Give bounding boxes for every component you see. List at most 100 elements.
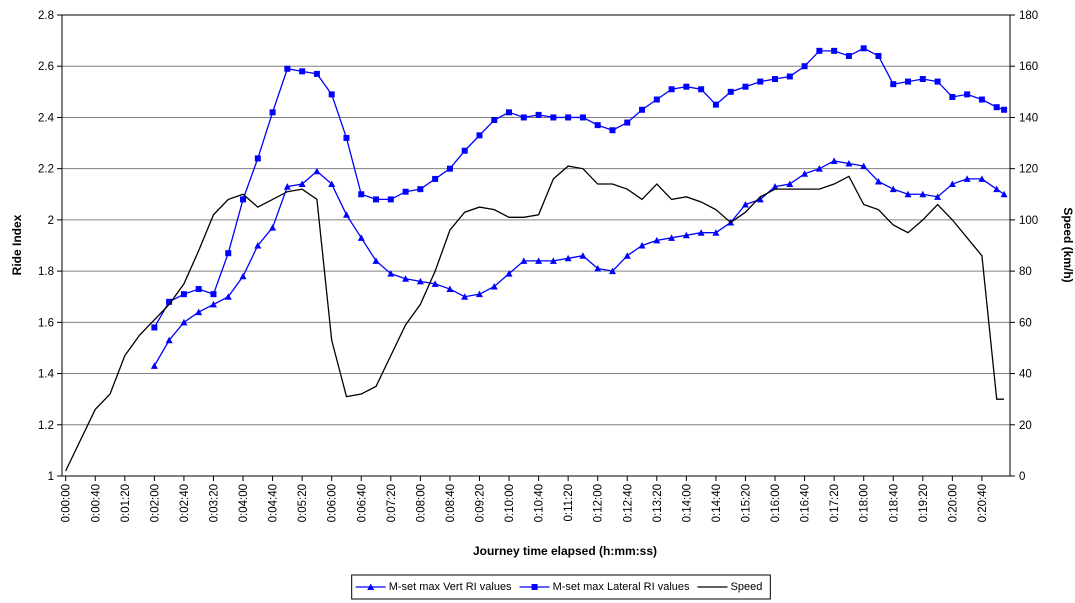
series-marker — [653, 96, 660, 103]
series-marker — [209, 300, 217, 308]
series-marker — [934, 193, 942, 200]
y2-tick-label: 100 — [1019, 215, 1038, 227]
series-marker — [298, 180, 306, 188]
series-marker — [905, 78, 912, 85]
series-marker — [594, 265, 602, 272]
y-tick-label: 1.2 — [38, 420, 54, 432]
series-marker — [358, 191, 365, 198]
series-marker — [224, 293, 232, 300]
y-tick-label: 2.4 — [38, 112, 55, 124]
series-marker — [373, 196, 380, 203]
y2-tick-label: 120 — [1019, 164, 1038, 176]
y2-tick-label: 180 — [1019, 10, 1038, 22]
series-marker — [624, 119, 631, 126]
x-tick-label: 0:20:40 — [977, 484, 989, 522]
series-marker — [682, 231, 690, 239]
x-tick-label: 0:09:20 — [474, 484, 486, 522]
series-marker — [638, 242, 646, 249]
series-marker — [875, 52, 882, 59]
y-tick-label: 2.2 — [38, 164, 54, 176]
legend-marker — [531, 584, 538, 590]
series-marker — [904, 190, 912, 198]
x-tick-label: 0:19:20 — [918, 484, 930, 522]
series-line — [65, 165, 1005, 472]
series-marker — [668, 86, 675, 93]
series-marker — [712, 229, 720, 236]
series-marker — [727, 88, 734, 95]
series-marker — [949, 93, 956, 100]
x-tick-label: 0:05:20 — [297, 484, 309, 522]
y2-tick-label: 140 — [1019, 112, 1038, 124]
series-marker — [446, 165, 453, 172]
series-marker — [506, 109, 513, 116]
legend-label: Speed — [731, 581, 763, 593]
series-marker — [313, 167, 321, 175]
x-tick-label: 0:14:40 — [711, 484, 723, 522]
series-marker — [801, 170, 809, 177]
series-marker — [475, 290, 483, 298]
x-tick-label: 0:03:20 — [208, 484, 220, 522]
series-marker — [712, 101, 719, 108]
series-marker — [550, 114, 557, 121]
series-marker — [461, 293, 469, 300]
series-marker — [742, 83, 749, 90]
series-marker — [786, 180, 794, 188]
x-tick-label: 0:00:00 — [61, 484, 73, 522]
series-marker — [948, 180, 956, 188]
series-marker — [698, 86, 705, 93]
y2-tick-label: 40 — [1019, 369, 1032, 381]
series-marker — [860, 45, 867, 52]
series-marker — [520, 257, 528, 264]
series-marker — [1001, 106, 1008, 113]
series-marker — [210, 291, 217, 298]
legend: M-set max Vert RI values M-set max Latera… — [351, 574, 771, 600]
series-marker — [993, 104, 1000, 111]
series-marker — [860, 162, 868, 170]
legend-box — [351, 574, 771, 600]
x-tick-label: 0:04:40 — [268, 484, 280, 522]
series-marker — [402, 275, 410, 282]
series-marker — [786, 73, 793, 80]
series-marker — [254, 242, 262, 249]
x-tick-label: 0:11:20 — [563, 484, 575, 522]
y2-tick-label: 20 — [1019, 420, 1032, 432]
series-marker — [535, 257, 543, 264]
y-tick-label: 2 — [48, 215, 54, 227]
series-marker — [195, 286, 202, 293]
series-marker — [431, 280, 439, 287]
series-marker — [180, 291, 187, 298]
x-tick-label: 0:15:20 — [740, 484, 752, 522]
y-tick-label: 2.6 — [38, 61, 54, 73]
series-marker — [609, 127, 616, 134]
series-marker — [269, 224, 277, 231]
series-marker — [461, 147, 468, 154]
series-marker — [446, 285, 454, 293]
plot-frame — [61, 14, 1011, 477]
series-marker — [417, 186, 424, 193]
series-marker — [815, 165, 823, 172]
series-marker — [816, 47, 823, 54]
y2-axis-title: Speed (km/h) — [1061, 207, 1075, 282]
series-marker — [432, 175, 439, 182]
series-marker — [372, 257, 380, 264]
series-marker — [964, 91, 971, 98]
series-marker — [890, 81, 897, 88]
series-marker — [579, 252, 587, 259]
series-marker — [639, 106, 646, 113]
x-tick-label: 0:10:00 — [504, 484, 516, 522]
series-marker — [653, 236, 661, 244]
x-tick-label: 0:04:00 — [238, 484, 250, 522]
series-marker — [180, 318, 188, 326]
series-marker — [490, 282, 498, 290]
x-tick-label: 0:08:40 — [445, 484, 457, 522]
series-marker — [150, 362, 158, 369]
x-axis-title: Journey time elapsed (h:mm:ss) — [473, 544, 657, 558]
series-marker — [313, 70, 320, 77]
x-tick-label: 0:07:20 — [386, 484, 398, 522]
series-marker — [387, 196, 394, 203]
series-marker — [889, 185, 897, 193]
series-marker — [416, 277, 424, 285]
series-marker — [623, 252, 631, 259]
series-marker — [402, 188, 409, 195]
series-marker — [741, 201, 749, 208]
